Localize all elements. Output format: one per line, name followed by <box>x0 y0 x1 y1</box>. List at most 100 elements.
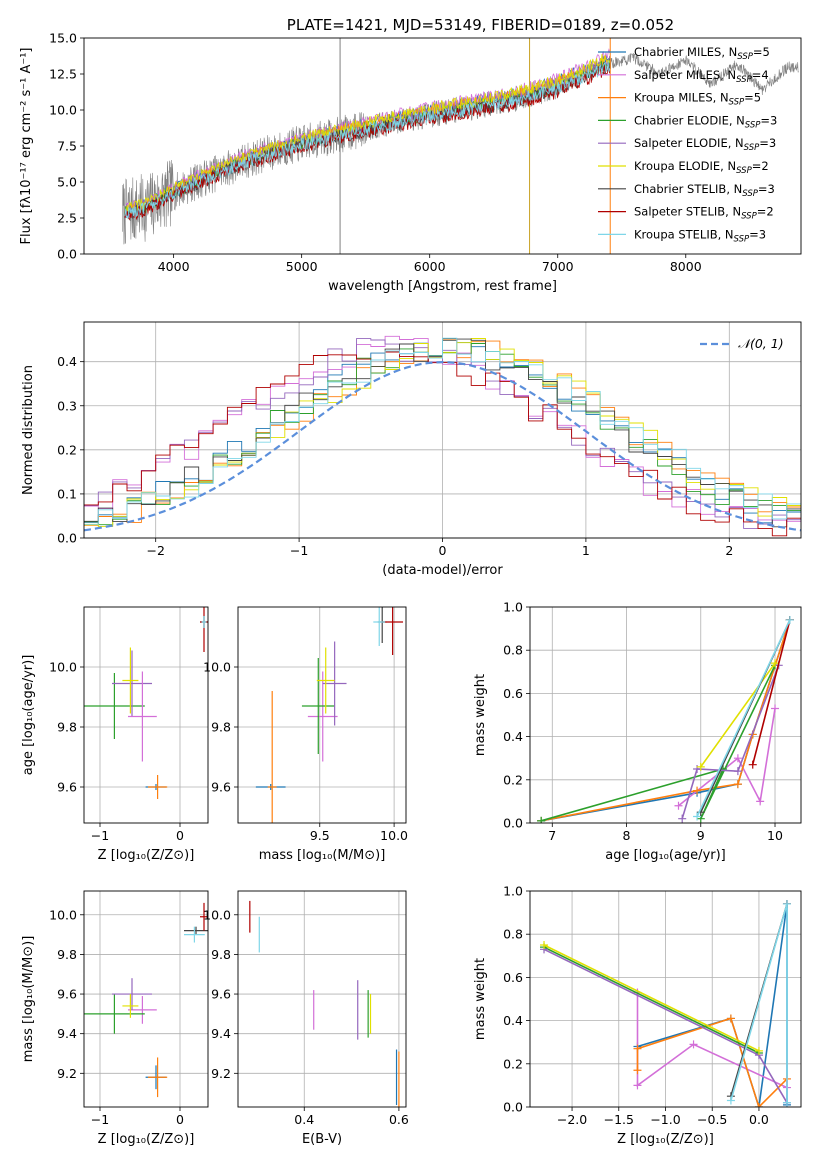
y-tick-label: 1.0 <box>503 884 523 899</box>
x-tick-label: 7 <box>548 828 556 843</box>
y-tick-label: 15.0 <box>49 31 77 46</box>
x-tick-label: 0 <box>176 1112 184 1127</box>
y-tick-label: 9.6 <box>211 780 231 795</box>
y-tick-label: 9.2 <box>57 1066 77 1081</box>
y-axis-label: age [log₁₀(age/yr)] <box>21 655 36 776</box>
legend-entry-chabrier-stelib: Chabrier STELIB, NSSP=3 <box>634 182 775 199</box>
errorbar-chabrier-elodie <box>84 994 145 1034</box>
x-axis-label: wavelength [Angstrom, rest frame] <box>328 279 557 294</box>
errorbar-kroupa-miles <box>267 691 277 823</box>
weight-vs-age-panel: 7 8 9 10 0.0 0.2 0.4 0.6 0.8 1.0 age [log₁₀(age/yr… <box>473 600 802 863</box>
x-tick-label: 0 <box>176 828 184 843</box>
weight-marker <box>540 941 549 949</box>
x-tick-label: 9.5 <box>310 828 330 843</box>
model-spectrum-kroupa-elodie <box>124 53 611 216</box>
y-axis-label: mass weight <box>473 958 488 1040</box>
weight-line <box>543 944 760 1052</box>
y-tick-label: 9.6 <box>211 987 231 1002</box>
errorbar-kroupa-stelib <box>201 616 207 628</box>
y-tick-label: 0.2 <box>503 772 523 787</box>
plot-area <box>84 902 208 1098</box>
x-tick-label: −1.0 <box>650 1112 680 1127</box>
weight-line <box>696 619 791 817</box>
y-tick-label: 0.4 <box>503 729 523 744</box>
x-axis-label: Z [log₁₀(Z/Z⊙)] <box>98 848 195 863</box>
y-tick-label: 0.8 <box>503 927 523 942</box>
residual-histogram-panel: −2 −1 0 1 2 0.0 0.1 0.2 0.3 0.4 (data-model)/error… <box>21 321 802 578</box>
weight-vs-metallicity-panel: −2.0 −1.5 −1.0 −0.5 0.0 0.0 0.2 0.4 0.6 0.8 1.0 Z [… <box>473 884 802 1147</box>
weight-series-kroupa-elodie <box>696 659 780 771</box>
weight-series-kroupa-stelib <box>693 615 794 821</box>
x-tick-label: 2 <box>725 543 733 558</box>
x-tick-label: 0 <box>439 543 447 558</box>
errorbar-salpeter-elodie <box>112 650 152 717</box>
weight-marker <box>754 1103 763 1107</box>
y-tick-label: 5.0 <box>57 175 77 190</box>
x-axis-label: E(B-V) <box>302 1132 342 1147</box>
y-tick-label: 0.2 <box>57 442 77 457</box>
errorbar-kroupa-miles <box>148 1057 168 1098</box>
x-tick-label: 6000 <box>414 259 446 274</box>
weight-marker <box>748 760 757 769</box>
legend-entry-normal: 𝒩(0, 1) <box>738 336 784 351</box>
y-tick-label: 0.2 <box>503 1056 523 1071</box>
y-tick-label: 2.5 <box>57 211 77 226</box>
x-tick-label: 8000 <box>670 259 702 274</box>
weight-line <box>700 662 776 768</box>
weight-marker <box>726 1014 735 1023</box>
errorbar-salpeter-miles <box>128 671 157 762</box>
weight-line <box>543 946 760 1054</box>
y-axis-label: mass [log₁₀(M/M⊙)] <box>21 936 36 1063</box>
weight-marker <box>782 1098 791 1107</box>
age-vs-mass-panel: 9.5 10.0 9.6 9.8 10.0 mass [log₁₀(M/M⊙)] <box>203 606 408 863</box>
weight-marker <box>785 615 794 624</box>
legend-entry-salpeter-elodie: Salpeter ELODIE, NSSP=3 <box>634 136 776 153</box>
errorbar-salpeter-stelib <box>382 607 404 655</box>
axes-frame <box>529 890 802 1108</box>
y-tick-label: 9.4 <box>211 1026 231 1041</box>
weight-marker <box>696 762 705 771</box>
plot-area <box>537 615 794 823</box>
plot-area <box>540 899 791 1107</box>
spectrum-panel: PLATE=1421, MJD=53149, FIBERID=0189, z=0… <box>19 16 802 294</box>
x-tick-label: −0.5 <box>697 1112 727 1127</box>
weight-marker <box>537 816 546 823</box>
weight-series-salpeter-elodie <box>678 661 783 823</box>
x-axis-label: Z [log₁₀(Z/Z⊙)] <box>617 1132 714 1147</box>
weight-series-kroupa-elodie <box>540 941 763 1055</box>
plot-area <box>84 335 801 537</box>
plot-area <box>122 38 799 254</box>
weight-marker <box>633 1081 642 1090</box>
y-tick-label: 10.0 <box>203 660 231 675</box>
y-tick-label: 0.0 <box>503 1100 523 1115</box>
errorbar-salpeter-elodie <box>112 978 152 1010</box>
x-tick-label: 8 <box>623 828 631 843</box>
y-tick-label: 1.0 <box>503 600 523 615</box>
axes-frame <box>83 606 209 824</box>
legend-entry-salpeter-stelib: Salpeter STELIB, NSSP=2 <box>634 205 774 222</box>
errorbar-chabrier-elodie <box>301 658 335 754</box>
spectrum-legend: Chabrier MILES, NSSP=5 Salpeter MILES, NS… <box>598 45 777 244</box>
weight-marker <box>674 801 683 810</box>
axes-frame <box>237 890 407 1108</box>
weight-series-salpeter-miles <box>674 704 780 810</box>
model-spectrum-kroupa-stelib <box>124 60 611 220</box>
x-tick-label: −1 <box>290 543 308 558</box>
x-tick-label: −1.5 <box>604 1112 634 1127</box>
legend-entry-kroupa-elodie: Kroupa ELODIE, NSSP=2 <box>634 159 769 176</box>
axes-frame <box>83 890 209 1108</box>
y-tick-label: 0.0 <box>57 531 77 546</box>
y-axis-label: Normed distribution <box>21 365 36 495</box>
x-axis-label: mass [log₁₀(M/M⊙)] <box>259 848 386 863</box>
errorbar-kroupa-elodie <box>316 647 335 714</box>
errorbar-kroupa-elodie <box>122 994 139 1018</box>
y-tick-label: 0.3 <box>57 398 77 413</box>
weight-marker <box>689 1040 698 1049</box>
weight-marker <box>782 899 791 908</box>
weight-marker <box>733 780 742 789</box>
y-tick-label: 0.4 <box>503 1013 523 1028</box>
weight-line <box>678 708 776 807</box>
weight-line <box>540 664 776 822</box>
errorbar-salpeter-miles <box>128 996 157 1024</box>
